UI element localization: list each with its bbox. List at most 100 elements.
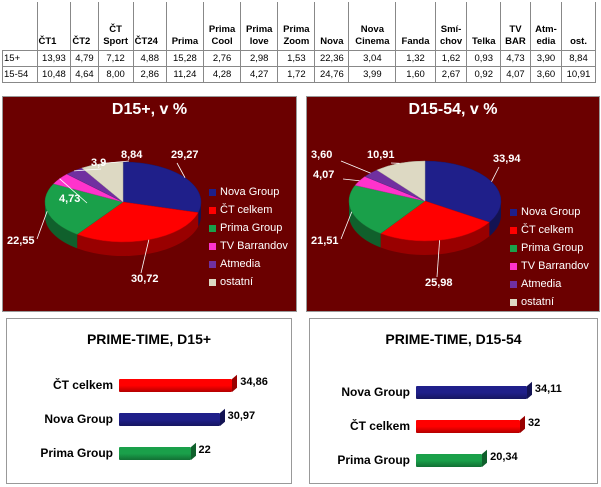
bar-chart-prime-time-d15-54: PRIME-TIME, D15-54 Nova Group 34,11 ČT cel…: [309, 318, 598, 484]
pie-value-label: 29,27: [171, 149, 199, 161]
pie-chart-d15-54: D15-54, v % 33,94 25,98 21,51 4,07 3,60 10,91…: [306, 96, 600, 312]
legend-label: Prima Group: [220, 222, 283, 234]
pie-slice-side: [349, 201, 381, 248]
table-cell: 3,99: [348, 66, 397, 83]
table-cell: 8,84: [561, 50, 596, 67]
pie-leader-line: [491, 166, 500, 182]
pie-leader-line: [340, 211, 353, 240]
pie-leader-line: [140, 239, 150, 274]
table-cell: 10,48: [36, 66, 72, 83]
legend-item: ostatní: [209, 273, 288, 291]
legend-label: Atmedia: [521, 278, 562, 290]
column-header-tvbar: TV BAR: [500, 2, 531, 51]
bar-category-label: ČT celkem: [349, 419, 410, 433]
column-header-text: Nova: [320, 36, 344, 47]
column-header-ct1: ČT1: [36, 2, 72, 51]
pie-leader-line: [342, 178, 360, 182]
pie-value-label: 10,91: [367, 149, 395, 161]
table-cell: 8,00: [97, 66, 134, 83]
table-corner: [2, 2, 38, 51]
bar-value-label: 34,86: [240, 376, 268, 388]
column-header-primacool: Prima Cool: [202, 2, 242, 51]
table-cell: 10,91: [561, 66, 596, 83]
pie-leader-line: [36, 211, 48, 240]
legend-swatch: [209, 206, 216, 214]
column-header-text: Prima: [208, 24, 236, 35]
pie-slice--t-celkem: [380, 200, 490, 242]
column-header-fanda: Fanda: [395, 2, 436, 51]
legend-swatch: [209, 224, 216, 232]
bar-end-cap: [232, 374, 238, 392]
pie-value-label: 25,98: [425, 277, 453, 289]
column-header-text: chov: [439, 36, 463, 47]
pie-value-label: 3,9: [91, 157, 107, 169]
legend-label: Atmedia: [220, 258, 261, 270]
table-cell: 4,73: [500, 50, 531, 67]
table-cell: 1,60: [395, 66, 436, 83]
column-header-text: ČT24: [134, 36, 158, 47]
pie-legend: Nova Group ČT celkem Prima Group TV Barrand…: [209, 183, 288, 291]
table-cell: 22,36: [314, 50, 350, 67]
legend-swatch: [510, 298, 517, 306]
bar-value-label: 22: [198, 444, 211, 456]
pie-slice-nova-group: [424, 160, 502, 223]
pie-value-label: 21,51: [311, 235, 339, 247]
legend-swatch: [510, 208, 517, 216]
pie-leader-line: [340, 160, 371, 174]
table-header-row: ČT1 ČT2 ČT Sport ČT24 Prima Prima Cool Prima love…: [2, 2, 596, 51]
table-cell: 4,27: [240, 66, 279, 83]
column-header-text: BAR: [505, 36, 526, 47]
legend-swatch: [510, 244, 517, 252]
bar: [119, 379, 233, 392]
column-header-text: Atm-: [535, 24, 557, 35]
legend-item: Atmedia: [510, 275, 589, 293]
column-header-text: Telka: [471, 36, 496, 47]
pie-leader-line: [436, 240, 440, 278]
legend-label: Prima Group: [521, 242, 584, 254]
column-header-text: Zoom: [283, 36, 310, 47]
column-header-text: Nova: [360, 24, 384, 35]
table-cell: 2,67: [434, 66, 468, 83]
pie-value-label: 4,07: [313, 169, 335, 181]
column-header-text: Smí-: [440, 24, 462, 35]
column-header-prima: Prima: [165, 2, 204, 51]
pie-value-label: 3,60: [311, 149, 333, 161]
bar-end-cap: [219, 408, 225, 426]
legend-swatch: [209, 260, 216, 268]
legend-item: TV Barrandov: [209, 237, 288, 255]
column-header-text: ČT2: [72, 36, 91, 47]
pie-title: D15-54, v %: [408, 101, 498, 118]
column-header-ct2: ČT2: [70, 2, 99, 51]
legend-swatch: [510, 280, 517, 288]
column-header-text: Prima: [171, 36, 199, 47]
pie-leader-line: [74, 168, 102, 172]
bar: [416, 420, 520, 433]
pie-slice-side: [380, 222, 490, 255]
bar: [416, 386, 527, 399]
table-cell: 0,92: [466, 66, 502, 83]
table-cell: 3,90: [529, 50, 563, 67]
channel-share-table: ČT1 ČT2 ČT Sport ČT24 Prima Prima Cool Prima love…: [2, 2, 596, 83]
table-cell: 3,04: [348, 50, 397, 67]
table-cell: 4,64: [70, 66, 99, 83]
pie-legend: Nova Group ČT celkem Prima Group TV Barrand…: [510, 203, 589, 311]
bar-end-cap: [526, 381, 532, 399]
column-header-text: TV: [509, 24, 522, 35]
column-header-text: Cool: [211, 36, 233, 47]
legend-label: ČT celkem: [220, 204, 273, 216]
bar: [416, 454, 483, 467]
bar-category-label: Nova Group: [44, 412, 113, 426]
bar-category-label: Prima Group: [40, 446, 113, 460]
pie-leader-line: [176, 162, 186, 178]
pie-value-label: 4,73: [59, 193, 81, 205]
table-cell: 2,76: [202, 50, 242, 67]
legend-item: Prima Group: [510, 239, 589, 257]
legend-item: ČT celkem: [510, 221, 589, 239]
pie-value-label: 30,72: [131, 273, 159, 285]
table-cell: 24,76: [314, 66, 350, 83]
table-cell: 4,79: [70, 50, 99, 67]
column-header-ost: ost.: [561, 2, 596, 51]
pie-value-label: 22,55: [7, 235, 35, 247]
legend-item: ostatní: [510, 293, 589, 311]
table-cell: 7,12: [97, 50, 134, 67]
